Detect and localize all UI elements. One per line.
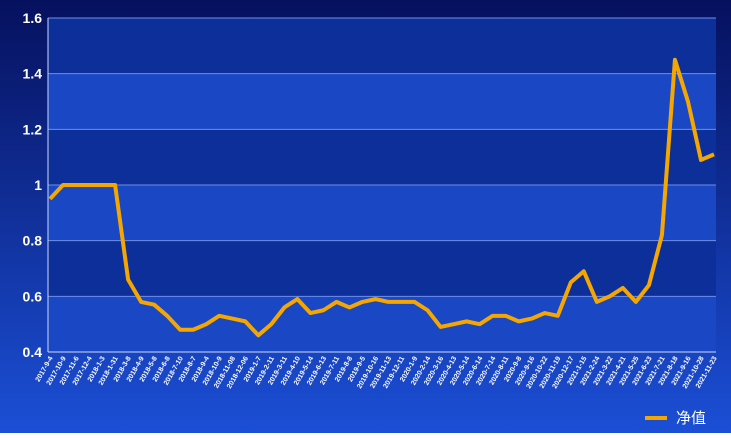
y-tick-label: 0.4 xyxy=(23,344,43,360)
y-tick-label: 1.2 xyxy=(23,121,43,137)
legend-label: 净值 xyxy=(676,410,706,427)
y-tick-label: 1.4 xyxy=(23,66,43,82)
y-tick-label: 0.8 xyxy=(23,233,43,249)
y-tick-label: 0.6 xyxy=(23,288,43,304)
y-tick-label: 1.6 xyxy=(23,10,43,26)
band xyxy=(48,73,716,130)
line xyxy=(48,57,715,338)
band xyxy=(48,185,716,241)
y-tick-label: 1 xyxy=(34,177,42,193)
band xyxy=(48,296,716,352)
